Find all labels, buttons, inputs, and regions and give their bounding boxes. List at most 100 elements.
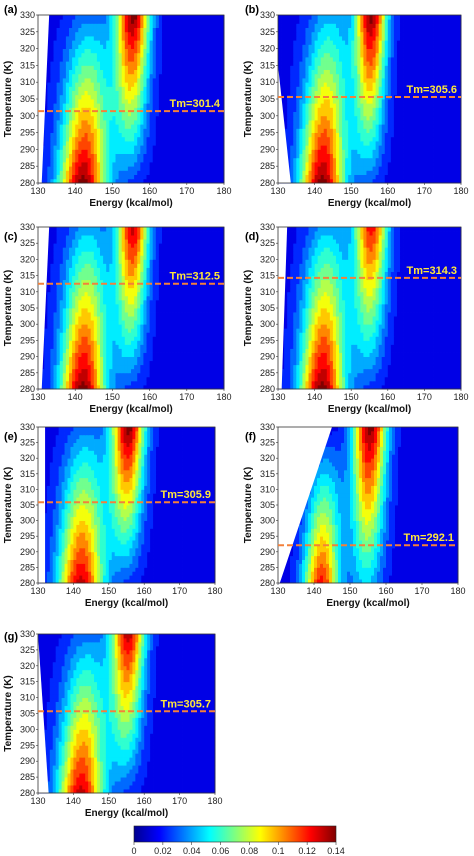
heatmap-cell xyxy=(448,44,453,49)
heatmap-cell xyxy=(87,115,92,121)
heatmap-cell xyxy=(342,73,346,79)
heatmap-cell xyxy=(342,61,346,66)
heatmap-cell xyxy=(378,23,383,28)
heatmap-cell xyxy=(329,86,334,91)
heatmap-cell xyxy=(366,82,370,87)
heatmap-cell xyxy=(121,94,126,100)
heatmap-cell xyxy=(75,86,79,91)
heatmap-cell xyxy=(106,23,110,28)
heatmap-cell xyxy=(217,174,222,180)
heatmap-cell xyxy=(406,145,410,150)
heatmap-cell xyxy=(363,141,367,146)
heatmap-cell xyxy=(369,82,373,87)
heatmap-cell xyxy=(354,99,358,104)
heatmap-cell xyxy=(177,73,181,79)
heatmap-cell xyxy=(81,65,85,70)
heatmap-cell xyxy=(211,15,216,20)
heatmap-cell xyxy=(214,384,219,390)
heatmap-cell xyxy=(140,157,144,163)
heatmap-cell xyxy=(124,99,129,104)
heatmap-cell xyxy=(146,115,150,121)
heatmap-cell xyxy=(339,141,343,146)
heatmap-cell xyxy=(146,162,150,167)
heatmap-cell xyxy=(186,157,191,163)
heatmap-cell xyxy=(115,157,119,163)
heatmap-cell xyxy=(454,157,459,163)
heatmap-cell xyxy=(118,132,123,138)
heatmap-cell xyxy=(354,111,358,117)
heatmap-cell xyxy=(183,23,188,28)
heatmap-cell xyxy=(87,52,92,58)
heatmap-cell xyxy=(177,380,181,386)
heatmap-cell xyxy=(415,107,419,112)
heatmap-cell xyxy=(427,170,431,175)
heatmap-cell xyxy=(65,380,70,386)
heatmap-cell xyxy=(78,23,82,28)
heatmap-cell xyxy=(403,44,407,49)
heatmap-cell xyxy=(214,82,219,87)
heatmap-cell xyxy=(62,380,67,386)
heatmap-cell xyxy=(348,44,352,49)
heatmap-cell xyxy=(155,128,160,133)
heatmap-cell xyxy=(354,128,358,133)
heatmap-cell xyxy=(445,115,450,121)
heatmap-cell xyxy=(180,162,185,167)
heatmap-cell xyxy=(199,94,203,100)
heatmap-cell xyxy=(193,157,197,163)
heatmap-cell xyxy=(400,90,404,96)
heatmap-cell xyxy=(50,120,54,125)
heatmap-cell xyxy=(363,99,367,104)
heatmap-cell xyxy=(199,157,203,163)
heatmap-cell xyxy=(348,57,352,62)
heatmap-cell xyxy=(323,124,328,129)
heatmap-cell xyxy=(47,153,51,159)
heatmap-cell xyxy=(308,149,312,154)
heatmap-cell xyxy=(351,61,355,66)
heatmap-cell xyxy=(62,90,67,96)
heatmap-cell xyxy=(360,82,364,87)
heatmap-cell xyxy=(47,57,51,62)
heatmap-cell xyxy=(406,69,410,75)
heatmap-cell xyxy=(323,23,328,28)
heatmap-cell xyxy=(293,65,297,70)
heatmap-cell xyxy=(400,44,404,49)
heatmap-cell xyxy=(357,162,361,167)
heatmap-cell xyxy=(50,31,54,37)
heatmap-cell xyxy=(137,19,141,24)
heatmap-cell xyxy=(106,44,110,49)
heatmap-cell xyxy=(183,52,188,58)
heatmap-cell xyxy=(127,103,132,108)
heatmap-cell xyxy=(421,57,425,62)
heatmap-cell xyxy=(457,90,462,96)
heatmap-cell xyxy=(199,115,203,121)
heatmap-cell xyxy=(406,99,410,104)
heatmap-cell xyxy=(165,31,169,37)
heatmap-cell xyxy=(314,52,319,58)
heatmap-cell xyxy=(134,27,138,33)
heatmap-cell xyxy=(124,120,129,125)
heatmap-cell xyxy=(357,40,361,45)
heatmap-cell xyxy=(112,99,116,104)
heatmap-cell xyxy=(314,86,319,91)
heatmap-cell xyxy=(424,162,428,167)
heatmap-cell xyxy=(171,15,175,20)
heatmap-cell xyxy=(183,149,188,154)
heatmap-cell xyxy=(396,52,401,58)
heatmap-cell xyxy=(433,52,437,58)
heatmap-cell xyxy=(140,145,144,150)
heatmap-cell xyxy=(329,27,334,33)
heatmap-cell xyxy=(155,57,160,62)
heatmap-cell xyxy=(342,166,346,171)
heatmap-cell xyxy=(360,69,364,75)
heatmap-cell xyxy=(81,48,85,54)
heatmap-cell xyxy=(332,40,337,45)
heatmap-cell xyxy=(75,23,79,28)
heatmap-cell xyxy=(124,90,129,96)
heatmap-cell xyxy=(205,107,209,112)
heatmap-cell xyxy=(205,57,209,62)
heatmap-cell xyxy=(384,19,389,24)
heatmap-cell xyxy=(109,15,113,20)
heatmap-cell xyxy=(387,48,392,54)
heatmap-cell xyxy=(332,149,337,154)
heatmap-cell xyxy=(305,103,309,108)
